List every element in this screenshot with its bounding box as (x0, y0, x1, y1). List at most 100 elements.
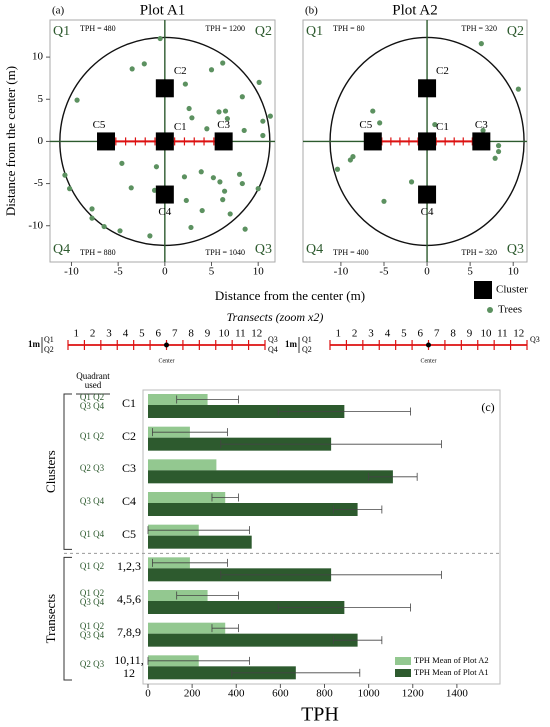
cluster (97, 132, 116, 151)
legend-swatch (395, 657, 411, 665)
y-tick-label: 0 (38, 135, 44, 147)
cluster (363, 132, 382, 151)
tree (381, 198, 387, 204)
transect-number: 3 (106, 328, 112, 340)
category-label: 10,11, 12 (114, 653, 144, 680)
cluster-label: C5 (359, 119, 372, 131)
group-label: Clusters (43, 450, 58, 493)
tree (216, 109, 222, 115)
tree (480, 127, 486, 134)
tree (181, 174, 188, 180)
tree (204, 126, 210, 132)
x-tick-label: 200 (184, 688, 201, 700)
tph-label: TPH = 1040 (205, 248, 245, 257)
transect-number: 4 (385, 328, 391, 340)
tree (153, 164, 160, 170)
quadrant-used: Q3 Q4 (79, 496, 105, 506)
transect-number: 4 (123, 328, 129, 340)
tree (198, 169, 204, 175)
quadrant-label: Q4 (53, 242, 70, 257)
y-tick-label: -10 (28, 219, 43, 231)
quadrant-label: Q3 (268, 335, 278, 344)
tree (220, 197, 226, 203)
transect-number: 3 (368, 328, 374, 340)
tree (186, 105, 192, 112)
tree (495, 143, 502, 149)
quadrant-label: Q4 (306, 242, 323, 257)
transect-number: 10 (218, 328, 230, 340)
tree (183, 197, 189, 204)
x-tick-label: 0 (424, 266, 430, 278)
tree (208, 67, 215, 73)
transect-number: 7 (434, 328, 440, 340)
quadrant-label: Q4 (268, 345, 278, 354)
transect-number: 1 (73, 328, 79, 340)
x-tick-label: 0 (162, 266, 168, 278)
transect-number: 11 (235, 328, 246, 340)
tree (236, 171, 243, 177)
cluster (418, 79, 437, 98)
transect-number: 9 (467, 328, 473, 340)
tph-label: TPH = 1200 (205, 24, 245, 33)
tree (220, 60, 226, 66)
x-tick-label: 1000 (358, 688, 381, 700)
quadrant-label: Q1 (302, 335, 312, 344)
tree (256, 79, 262, 85)
x-tick-label: -5 (379, 266, 389, 278)
x-tick-label: 1400 (446, 688, 469, 700)
quadrant-used: Q1 Q2 (79, 430, 105, 441)
quadrant-used: Q1 Q2 Q3 Q4 (79, 588, 105, 608)
tree (117, 228, 123, 234)
tree (432, 121, 438, 128)
tree (157, 35, 163, 42)
tph-label: TPH = 480 (80, 24, 116, 33)
x-tick-label: 5 (209, 266, 215, 278)
x-tick-label: 10 (253, 266, 265, 278)
transect-number: 2 (90, 328, 96, 340)
bar (148, 459, 217, 471)
x-axis-title: Distance from the center (m) (215, 288, 365, 303)
quadrant-used: Q1 Q4 (79, 528, 105, 539)
category-label: 7,8,9 (117, 624, 141, 639)
tree (217, 179, 223, 185)
x-tick-label: 0 (145, 688, 151, 700)
quadrant-label: Q2 (302, 345, 312, 354)
legend-tree-symbol (487, 307, 493, 313)
category-label: 1,2,3 (117, 559, 141, 574)
tree (89, 215, 95, 221)
tree (119, 160, 125, 166)
x-tick-label: 1200 (402, 688, 425, 700)
cluster-label: C3 (217, 119, 230, 131)
x-tick-label: -10 (64, 266, 79, 278)
tree (101, 223, 107, 230)
bar (148, 492, 226, 503)
transect-number: 9 (205, 328, 211, 340)
transect-number: 5 (401, 328, 407, 340)
transects-title: Transects (zoom x2) (227, 310, 324, 324)
cluster-label: C5 (93, 119, 106, 131)
x-axis-title: TPH (301, 704, 339, 726)
legend-label: TPH Mean of Plot A1 (414, 667, 489, 677)
group-bracket (63, 393, 72, 550)
transect-number: 8 (188, 328, 194, 340)
bar (148, 633, 358, 647)
tree (370, 108, 376, 114)
y-tick-label: 10 (32, 51, 44, 63)
panel-label: (a) (52, 5, 65, 17)
legend-swatch (395, 669, 411, 677)
cluster-label: C2 (174, 65, 187, 77)
quadrant-label: Q3 (530, 335, 540, 344)
cluster-label: C2 (436, 65, 449, 77)
quadrant-label: Q2 (507, 24, 524, 39)
tree (188, 224, 194, 231)
panel-label: (c) (481, 400, 494, 414)
cluster (418, 132, 437, 151)
tree (239, 180, 245, 187)
quadrant-label: Q1 (53, 24, 70, 39)
transect-number: 2 (352, 328, 358, 340)
tree (224, 116, 230, 122)
cluster (155, 79, 174, 98)
plot-frame (142, 389, 501, 685)
transect-number: 8 (450, 328, 456, 340)
quadrant-label: Q1 (306, 24, 323, 39)
